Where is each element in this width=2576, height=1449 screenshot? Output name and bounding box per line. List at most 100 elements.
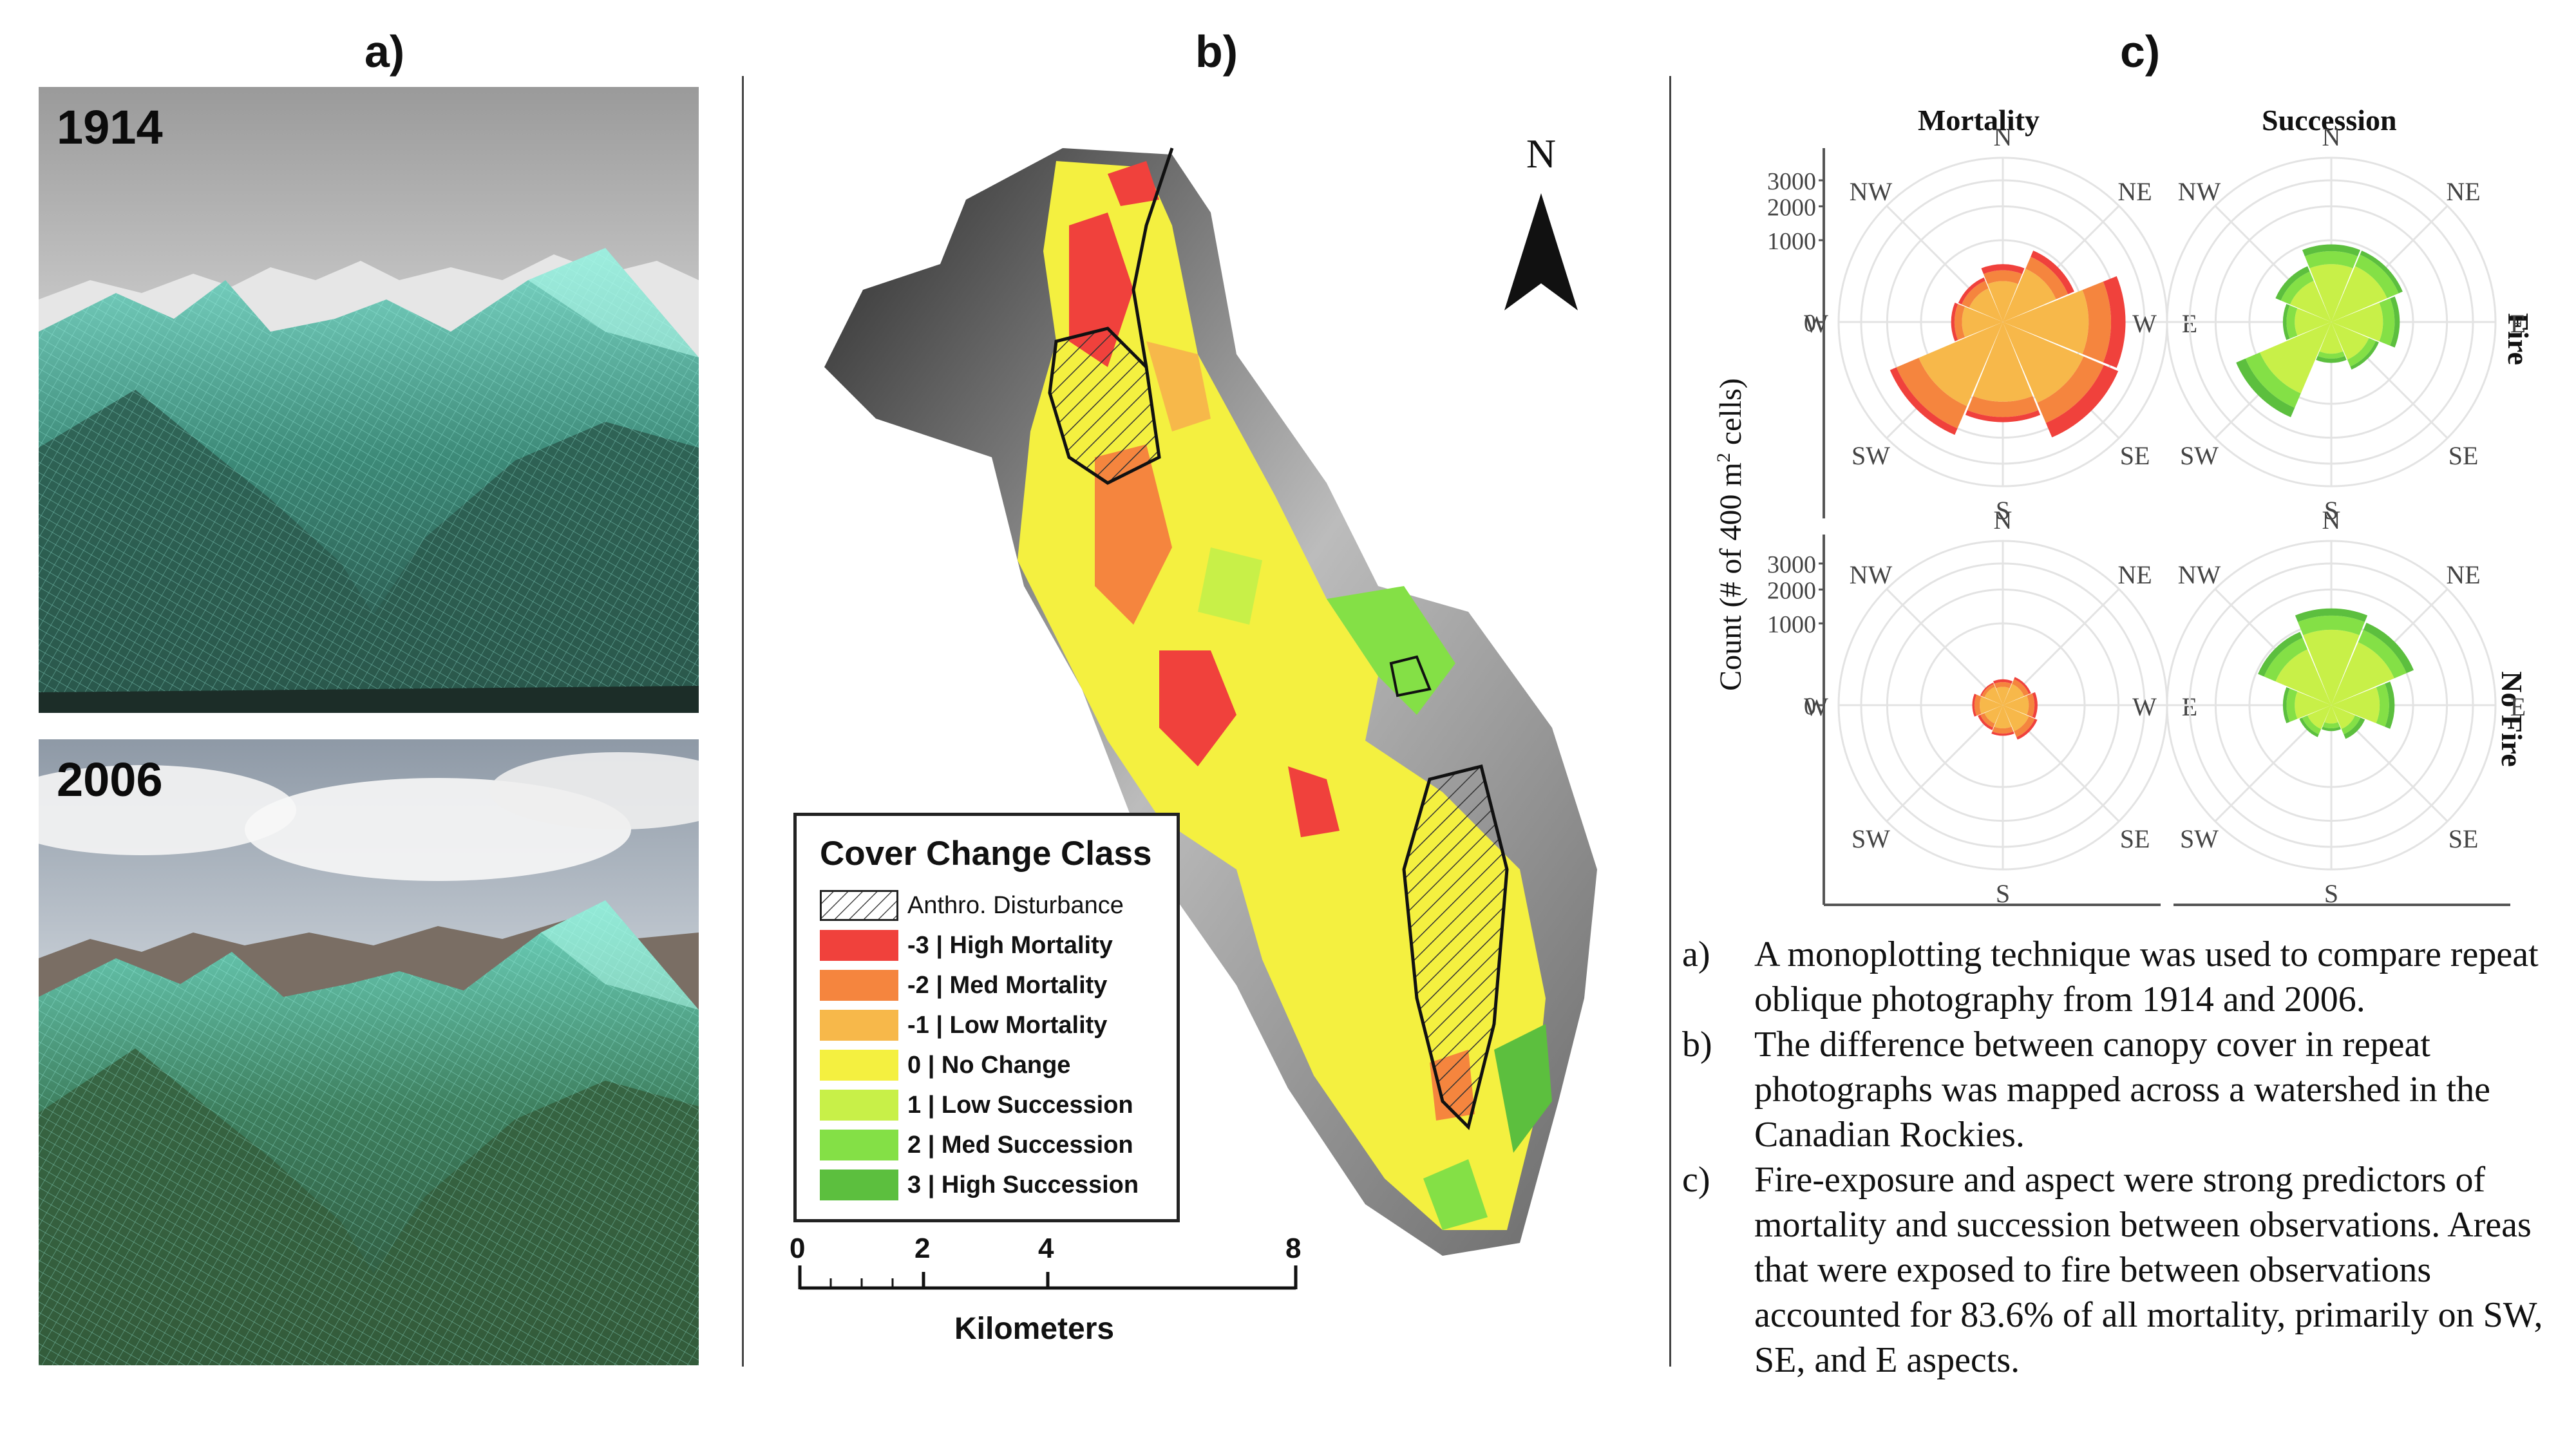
polar-bar-e: [2003, 290, 2089, 354]
photo-1914: 1914: [39, 87, 699, 713]
legend-label: -1 | Low Mortality: [907, 1011, 1108, 1039]
photo-2006-image: [39, 739, 699, 1365]
polar-bar-nw: [1961, 280, 1989, 308]
polar-bar-e: [2376, 683, 2389, 727]
divider-ab: [742, 76, 744, 1367]
polar-bar-nw: [2280, 271, 2314, 305]
polar-bar-sw: [2307, 705, 2331, 729]
polar-bar-w: [1954, 303, 1965, 341]
polar-direction-label: S: [2324, 879, 2338, 908]
polar-col-title-succession: Succession: [2262, 104, 2397, 137]
polar-bar-w: [1962, 307, 2003, 337]
legend-swatch: [820, 970, 898, 1001]
polar-y-tick-label: 3000: [1767, 551, 1816, 578]
polar-y-tick-label: 3000: [1767, 168, 1816, 195]
polar-bar-se: [2341, 715, 2361, 735]
polar-y-tick-label: 0: [1804, 693, 1816, 720]
panel-label-c: c): [2120, 26, 2161, 77]
polar-bar-nw: [1984, 687, 2003, 705]
legend-label: 3 | High Succession: [907, 1171, 1139, 1198]
legend-item-low-mortality: -1 | Low Mortality: [820, 1008, 1107, 1043]
polar-bar-n: [2304, 251, 2358, 269]
polar-bar-nw: [2275, 649, 2331, 705]
polar-bar-s: [2322, 722, 2340, 728]
polar-bar-n: [1994, 682, 2012, 688]
caption-text: The difference between canopy cover in r…: [1754, 1025, 2490, 1155]
polar-bar-e: [2390, 296, 2400, 348]
polar-bar-e: [2385, 681, 2395, 729]
polar-bar-ne: [2012, 679, 2029, 696]
polar-bar-ne: [2331, 266, 2387, 322]
panel-label-b: b): [1195, 26, 1238, 77]
caption-text: Fire-exposure and aspect were strong pre…: [1754, 1160, 2543, 1380]
polar-bar-sw: [1918, 322, 2003, 406]
polar-direction-label: S: [1996, 879, 2010, 908]
polar-bar-ne: [2025, 256, 2069, 299]
polar-bar-s: [1994, 705, 2012, 728]
polar-direction-label: NW: [1850, 560, 1893, 589]
caption-item-a: a) A monoplotting technique was used to …: [1682, 932, 2564, 1022]
polar-bar-w: [2286, 688, 2298, 722]
legend-item-med-mortality: -2 | Med Mortality: [820, 968, 1107, 1003]
polar-bar-se: [2347, 337, 2376, 367]
polar-bar-s: [2324, 705, 2338, 724]
legend-label: Anthro. Disturbance: [907, 891, 1124, 919]
legend-swatch: [820, 930, 898, 961]
polar-bar-s: [1973, 322, 2033, 402]
legend-swatch: [820, 1090, 898, 1121]
polar-bar-sw: [1984, 705, 2003, 724]
polar-bar-n: [1987, 281, 2018, 322]
scale-tick-8: 8: [1285, 1233, 1302, 1264]
polar-bar-n: [1996, 687, 2010, 705]
legend-item-high-mortality: -3 | High Mortality: [820, 928, 1113, 963]
polar-direction-label: S: [2324, 496, 2338, 525]
polar-bar-w: [2295, 308, 2331, 336]
caption-key: a): [1682, 934, 1710, 974]
legend-item-med-succession: 2 | Med Succession: [820, 1128, 1133, 1162]
polar-bar-w: [2295, 691, 2331, 719]
polar-bar-s: [1991, 731, 2014, 736]
polar-y-tick-label: 1000: [1767, 611, 1816, 638]
polar-direction-label: NW: [2178, 177, 2221, 206]
polar-bar-e: [2032, 692, 2038, 719]
polar-bar-ne: [2003, 269, 2056, 322]
legend-swatch: [820, 1130, 898, 1160]
scale-bar: [798, 1265, 1298, 1290]
polar-bar-se: [2003, 705, 2029, 732]
polar-direction-label: N: [2322, 506, 2341, 535]
legend-swatch: [820, 1050, 898, 1081]
polar-direction-label: W: [1804, 309, 1828, 338]
polar-bar-sw: [1980, 713, 1995, 728]
polar-charts: NNEESESSWWNW3000200010000NNEESESSWWNWNNE…: [1767, 129, 2526, 908]
caption-item-c: c) Fire-exposure and aspect were strong …: [1682, 1157, 2564, 1383]
polar-direction-label: SE: [2448, 824, 2479, 853]
polar-direction-label: SE: [2120, 824, 2150, 853]
polar-bar-sw: [2302, 715, 2322, 735]
polar-bar-w: [1972, 694, 1977, 717]
polar-bar-sw: [1896, 357, 1967, 429]
polar-bar-sw: [1978, 714, 1994, 730]
polar-direction-label: SW: [2180, 824, 2219, 853]
polar-direction-label: NW: [2178, 560, 2221, 589]
polar-y-tick-label: 0: [1804, 310, 1816, 337]
polar-bar-w: [2282, 303, 2290, 341]
map-legend: Cover Change Class Anthro. Disturbance -…: [793, 813, 1180, 1222]
figure-caption: a) A monoplotting technique was used to …: [1682, 932, 2564, 1383]
polar-bar-w: [1975, 694, 1982, 716]
polar-bar-s: [2322, 726, 2341, 732]
legend-swatch-anthro: [820, 890, 898, 921]
polar-bar-nw: [1958, 277, 1985, 305]
polar-bar-n: [1984, 270, 2022, 285]
polar-direction-label: SW: [2180, 441, 2219, 470]
caption-key: b): [1682, 1025, 1712, 1065]
polar-bar-nw: [2258, 632, 2303, 677]
polar-direction-label: W: [2132, 692, 2157, 721]
legend-swatch: [820, 1170, 898, 1200]
polar-y-tick-label: 1000: [1767, 228, 1816, 255]
polar-direction-label: E: [2510, 692, 2526, 721]
polar-bar-se: [2045, 365, 2119, 438]
polar-direction-label: W: [1804, 692, 1828, 721]
polar-bar-n: [2298, 615, 2365, 636]
polar-direction-label: N: [1994, 129, 2012, 151]
polar-bar-se: [2037, 356, 2104, 423]
